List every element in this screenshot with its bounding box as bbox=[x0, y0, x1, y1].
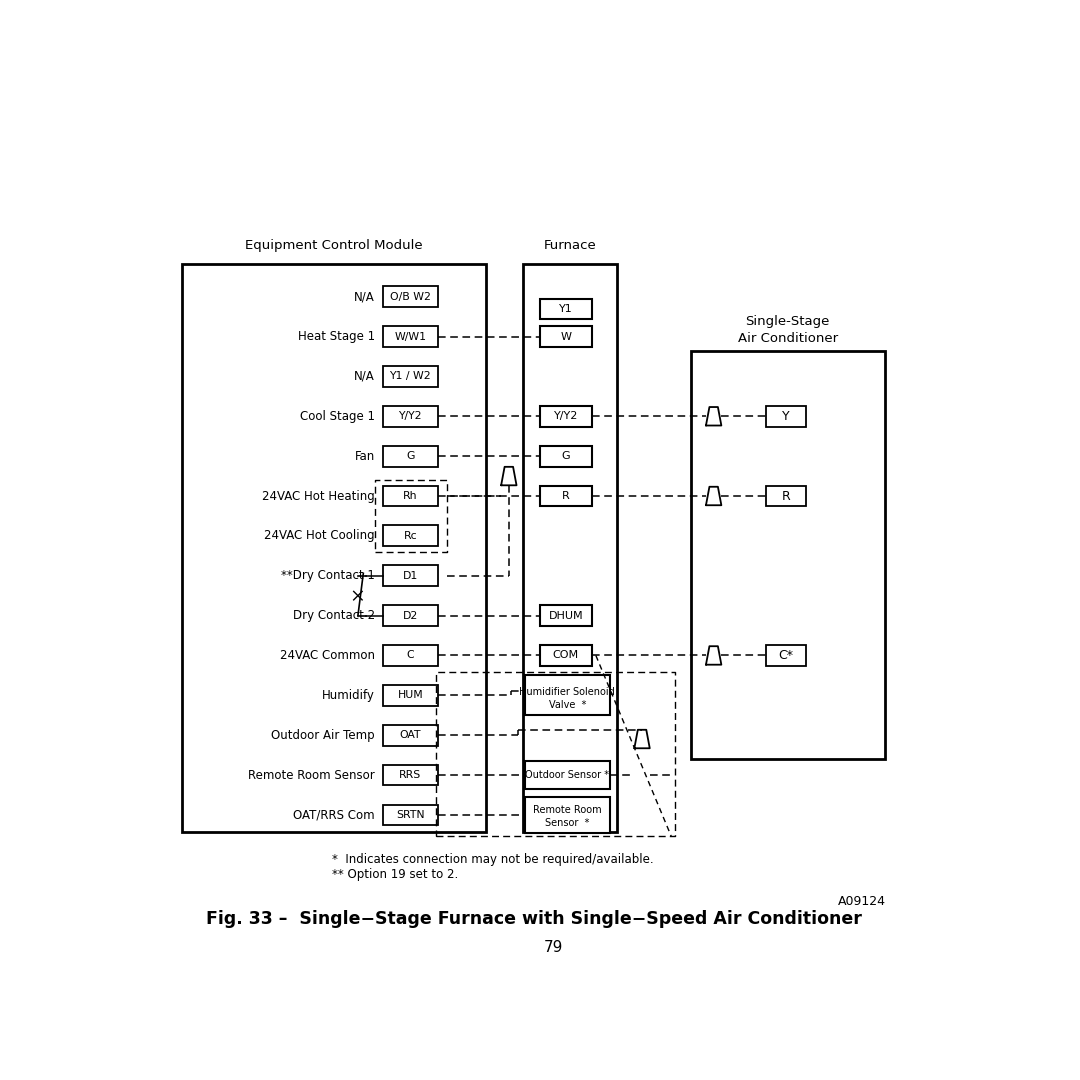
Text: C: C bbox=[406, 650, 414, 661]
Text: HUM: HUM bbox=[397, 690, 423, 700]
Text: R: R bbox=[782, 489, 791, 502]
Bar bbox=[766, 406, 806, 427]
Text: D1: D1 bbox=[403, 570, 418, 581]
Text: 24VAC Common: 24VAC Common bbox=[280, 649, 375, 662]
Text: Rh: Rh bbox=[403, 491, 418, 501]
Text: OAT: OAT bbox=[400, 730, 421, 740]
Text: Y/Y2: Y/Y2 bbox=[554, 411, 578, 421]
Bar bbox=[382, 645, 438, 666]
Text: N/A: N/A bbox=[354, 291, 375, 303]
Text: Heat Stage 1: Heat Stage 1 bbox=[298, 330, 375, 343]
Text: 24VAC Hot Cooling: 24VAC Hot Cooling bbox=[265, 529, 375, 542]
Text: DHUM: DHUM bbox=[549, 610, 583, 621]
Text: N/A: N/A bbox=[354, 370, 375, 383]
Bar bbox=[382, 486, 438, 507]
Bar bbox=[382, 286, 438, 307]
Text: Valve  *: Valve * bbox=[549, 700, 586, 711]
Bar bbox=[540, 446, 592, 467]
Bar bbox=[382, 446, 438, 467]
Text: D2: D2 bbox=[403, 610, 418, 621]
Text: R: R bbox=[562, 491, 569, 501]
Text: G: G bbox=[562, 451, 570, 461]
Bar bbox=[382, 725, 438, 745]
Text: W/W1: W/W1 bbox=[394, 332, 427, 341]
Text: Rc: Rc bbox=[404, 531, 417, 541]
Text: Outdoor Sensor *: Outdoor Sensor * bbox=[525, 770, 609, 780]
Text: 79: 79 bbox=[544, 940, 563, 955]
Bar bbox=[382, 406, 438, 427]
Bar bbox=[540, 486, 592, 507]
Text: Remote Room: Remote Room bbox=[534, 805, 602, 814]
Text: Remote Room Sensor: Remote Room Sensor bbox=[248, 769, 375, 782]
Bar bbox=[382, 685, 438, 705]
Text: Y1: Y1 bbox=[559, 303, 572, 314]
Text: ** Option 19 set to 2.: ** Option 19 set to 2. bbox=[332, 868, 458, 881]
Text: **Dry Contact 1: **Dry Contact 1 bbox=[281, 569, 375, 582]
Bar bbox=[766, 645, 806, 666]
Text: OAT/RRS Com: OAT/RRS Com bbox=[294, 809, 375, 822]
Bar bbox=[540, 645, 592, 666]
Bar bbox=[766, 486, 806, 507]
Text: C*: C* bbox=[779, 649, 794, 662]
Text: 24VAC Hot Heating: 24VAC Hot Heating bbox=[262, 489, 375, 502]
Text: *  Indicates connection may not be required/available.: * Indicates connection may not be requir… bbox=[332, 853, 653, 866]
Text: Outdoor Air Temp: Outdoor Air Temp bbox=[271, 729, 375, 742]
Bar bbox=[183, 265, 486, 832]
Text: O/B W2: O/B W2 bbox=[390, 292, 431, 301]
Bar bbox=[382, 565, 438, 586]
Bar bbox=[382, 605, 438, 626]
Bar bbox=[525, 797, 610, 833]
Text: Humidifier Solenoid: Humidifier Solenoid bbox=[519, 687, 616, 698]
Text: Air Conditioner: Air Conditioner bbox=[738, 333, 838, 346]
Bar bbox=[540, 298, 592, 320]
Text: A09124: A09124 bbox=[838, 894, 886, 907]
Text: Single-Stage: Single-Stage bbox=[745, 315, 829, 328]
Text: Fan: Fan bbox=[354, 449, 375, 462]
Text: SRTN: SRTN bbox=[396, 810, 424, 820]
Bar bbox=[525, 760, 610, 789]
Bar bbox=[525, 675, 610, 715]
Text: Dry Contact 2: Dry Contact 2 bbox=[293, 609, 375, 622]
Text: RRS: RRS bbox=[400, 770, 421, 780]
Bar bbox=[382, 805, 438, 825]
Bar bbox=[540, 605, 592, 626]
Text: Furnace: Furnace bbox=[543, 239, 596, 252]
Text: Y/Y2: Y/Y2 bbox=[399, 411, 422, 421]
Text: COM: COM bbox=[553, 650, 579, 661]
Text: Sensor  *: Sensor * bbox=[545, 818, 590, 827]
Bar bbox=[540, 326, 592, 347]
Bar bbox=[382, 765, 438, 785]
Bar bbox=[382, 326, 438, 347]
Bar bbox=[382, 366, 438, 387]
Text: Y: Y bbox=[782, 409, 789, 422]
Bar bbox=[382, 526, 438, 546]
Bar bbox=[540, 406, 592, 427]
Text: Humidify: Humidify bbox=[322, 689, 375, 702]
Text: Fig. 33 –  Single−Stage Furnace with Single−Speed Air Conditioner: Fig. 33 – Single−Stage Furnace with Sing… bbox=[205, 909, 862, 928]
Bar bbox=[690, 351, 885, 759]
Text: Equipment Control Module: Equipment Control Module bbox=[245, 239, 423, 252]
Text: Y1 / W2: Y1 / W2 bbox=[390, 372, 431, 381]
Bar bbox=[523, 265, 617, 832]
Text: Cool Stage 1: Cool Stage 1 bbox=[300, 409, 375, 422]
Text: G: G bbox=[406, 451, 415, 461]
Text: W: W bbox=[561, 332, 571, 341]
